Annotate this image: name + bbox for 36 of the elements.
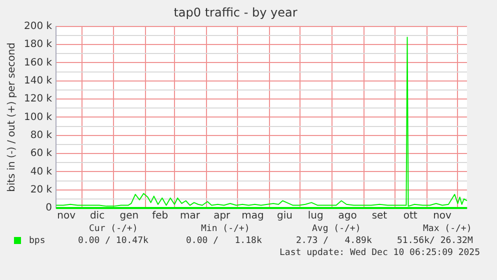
text: 51.56k/ 26.32M (397, 236, 473, 246)
x-tick-label: nov (57, 210, 76, 222)
x-tick-label: mar (180, 210, 201, 222)
y-tick-label: 120 k (24, 94, 52, 105)
y-tick-label: 40 k (30, 166, 52, 178)
x-tick-label: gen (120, 210, 139, 222)
y-tick-label: 20 k (30, 184, 52, 196)
x-tick-label: set (372, 210, 388, 222)
text: Cur (-/+) (89, 224, 138, 234)
chart-title: tap0 traffic - by year (174, 5, 298, 20)
y-tick-label: 80 k (30, 130, 52, 141)
legend-label: bps (28, 236, 46, 246)
x-tick-label: lug (308, 210, 324, 222)
x-tick-label: ago (338, 210, 357, 222)
x-tick-label: dic (90, 210, 105, 222)
text: 0.00 / 1.18k (186, 236, 262, 246)
x-tick-label: nov (433, 210, 452, 222)
y-tick-label: 160 k (24, 57, 52, 68)
y-tick-label: 60 k (30, 148, 52, 160)
x-tick-label: apr (214, 210, 232, 222)
x-tick-label: ott (403, 210, 418, 222)
text: 0.00 / 10.47k (78, 236, 148, 246)
y-tick-label: 100 k (24, 112, 52, 123)
text: Last update: Wed Dec 10 06:25:09 2025 (280, 248, 480, 258)
x-tick-label: feb (152, 210, 168, 222)
x-tick-label: giu (276, 210, 292, 222)
y-tick-label: 180 k (24, 39, 52, 50)
text: Min (-/+) (201, 224, 250, 234)
text: 2.73 / 4.89k (296, 236, 372, 246)
y-tick-label: 0 (46, 202, 52, 214)
text: Max (-/+) (423, 224, 472, 234)
y-tick-label: 140 k (24, 75, 52, 86)
text: Avg (-/+) (312, 224, 361, 234)
y-axis-title: bits in (-) / out (+) per second (6, 42, 18, 192)
y-tick-label: 200 k (24, 20, 52, 32)
x-tick-label: mag (242, 210, 264, 222)
